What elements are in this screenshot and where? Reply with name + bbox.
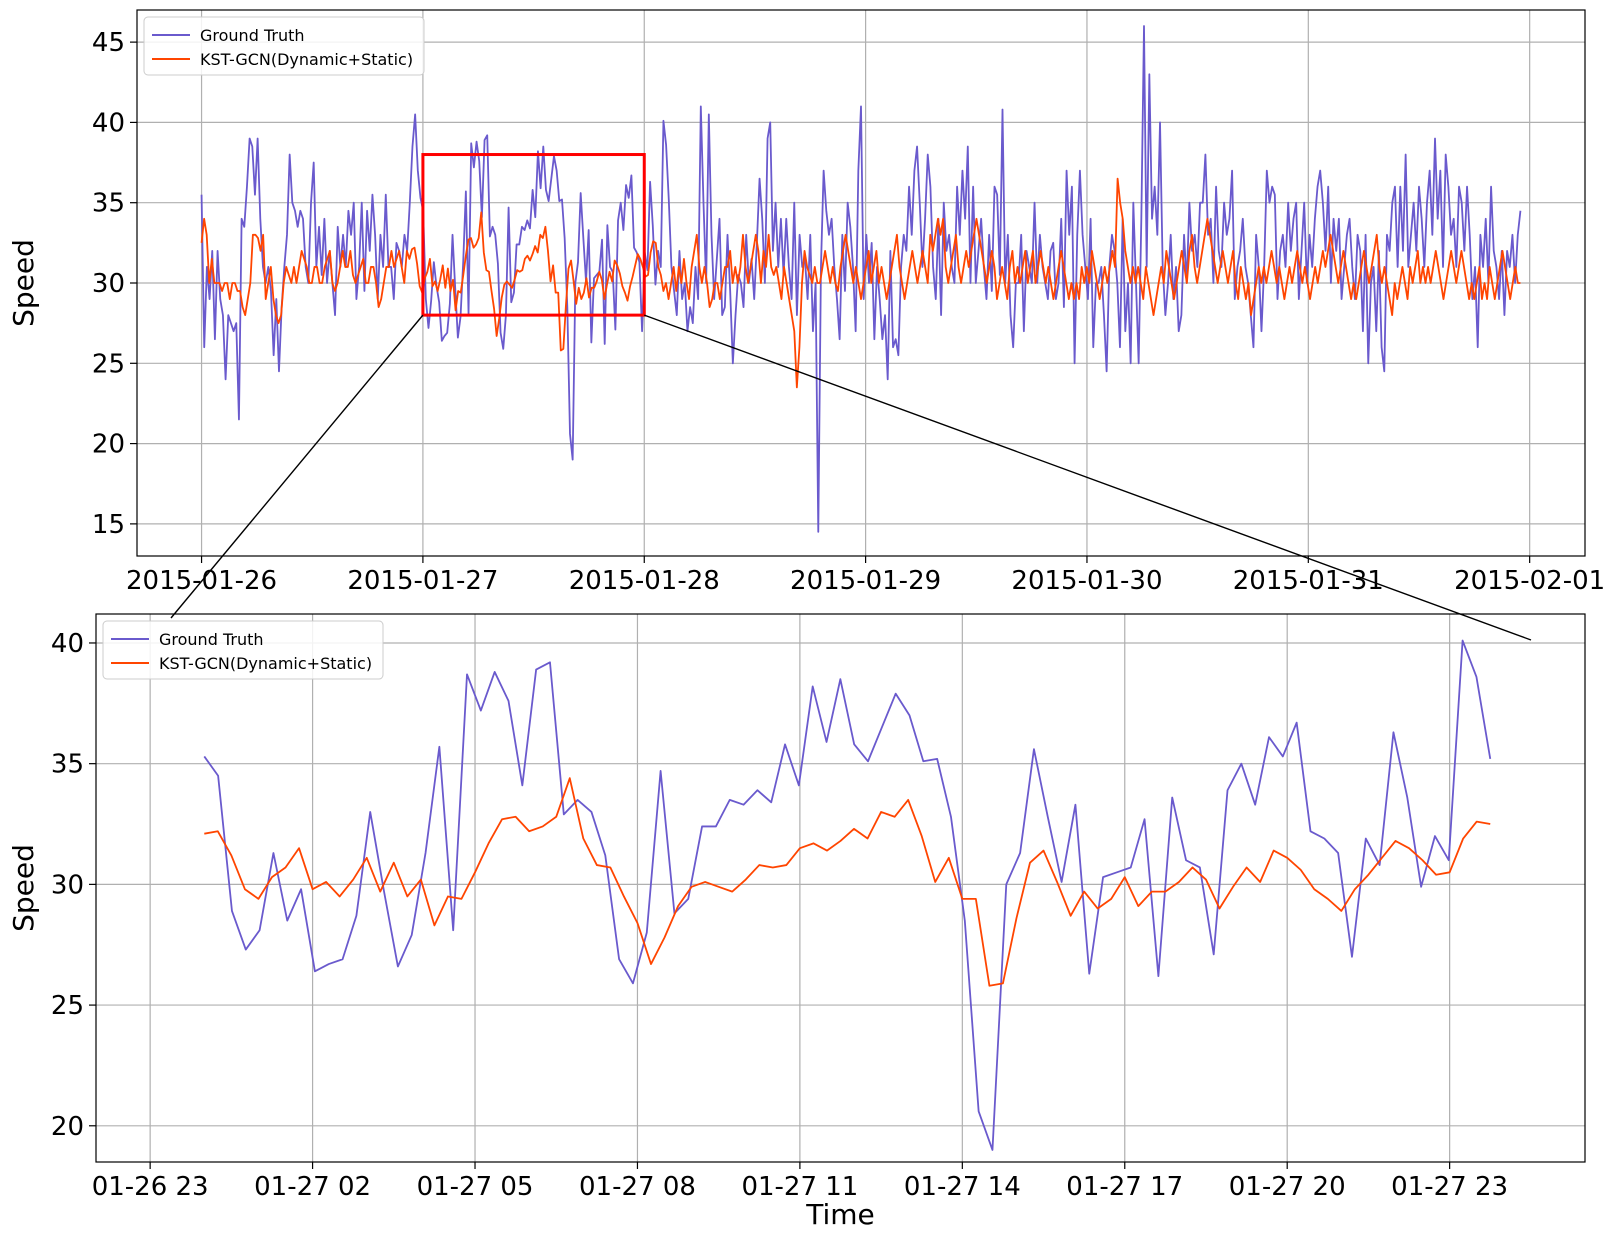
connector-line-right bbox=[644, 314, 1532, 641]
y-tick-label: 25 bbox=[51, 991, 84, 1021]
legend-label: KST-GCN(Dynamic+Static) bbox=[159, 654, 372, 673]
x-tick-label: 01-27 20 bbox=[1229, 1172, 1346, 1202]
legend-label: Ground Truth bbox=[159, 630, 264, 649]
y-tick-label: 40 bbox=[51, 629, 84, 659]
x-axis-label: Time bbox=[805, 1198, 875, 1231]
x-tick-label: 2015-01-28 bbox=[569, 566, 720, 596]
x-tick-label: 01-27 17 bbox=[1066, 1172, 1183, 1202]
x-tick-label: 01-26 23 bbox=[92, 1172, 209, 1202]
series-line-prediction bbox=[200, 177, 1521, 389]
x-tick-label: 01-27 14 bbox=[904, 1172, 1021, 1202]
overview-panel: 152025303540452015-01-262015-01-272015-0… bbox=[7, 9, 1605, 596]
y-tick-label: 15 bbox=[92, 510, 125, 540]
y-axis-label: Speed bbox=[7, 844, 40, 932]
y-tick-label: 30 bbox=[51, 870, 84, 900]
x-tick-label: 2015-01-30 bbox=[1011, 566, 1162, 596]
x-tick-label: 01-27 05 bbox=[417, 1172, 534, 1202]
legend-label: Ground Truth bbox=[200, 26, 305, 45]
legend-box bbox=[143, 16, 425, 76]
legend-box bbox=[102, 620, 384, 680]
x-tick-label: 2015-01-31 bbox=[1233, 566, 1384, 596]
x-tick-label: 01-27 08 bbox=[579, 1172, 696, 1202]
y-tick-label: 25 bbox=[92, 349, 125, 379]
series-line-prediction bbox=[204, 777, 1491, 987]
y-tick-label: 30 bbox=[92, 269, 125, 299]
y-tick-label: 45 bbox=[92, 28, 125, 58]
x-tick-label: 2015-01-29 bbox=[790, 566, 941, 596]
x-tick-label: 2015-02-01 bbox=[1454, 566, 1605, 596]
legend-label: KST-GCN(Dynamic+Static) bbox=[200, 50, 413, 69]
zoom-box bbox=[421, 153, 646, 317]
x-tick-label: 01-27 02 bbox=[254, 1172, 371, 1202]
x-tick-label: 2015-01-27 bbox=[347, 566, 498, 596]
y-tick-label: 35 bbox=[51, 750, 84, 780]
y-tick-label: 20 bbox=[51, 1112, 84, 1142]
x-tick-label: 01-27 23 bbox=[1391, 1172, 1508, 1202]
plot-frame bbox=[95, 613, 1586, 1163]
y-tick-label: 40 bbox=[92, 108, 125, 138]
y-tick-label: 35 bbox=[92, 189, 125, 219]
series-line-ground-truth bbox=[200, 25, 1522, 533]
y-axis-label: Speed bbox=[7, 239, 40, 327]
zoom-connector-lines bbox=[170, 314, 1532, 641]
x-tick-label: 01-27 11 bbox=[741, 1172, 858, 1202]
connector-line-left bbox=[170, 314, 424, 619]
series-line-ground-truth bbox=[203, 639, 1492, 1151]
y-tick-label: 20 bbox=[92, 430, 125, 460]
zoom-panel: 20 25 30 35 40 01-26 23 01-27 02 01-27 05 01-27 … bbox=[7, 613, 1586, 1231]
